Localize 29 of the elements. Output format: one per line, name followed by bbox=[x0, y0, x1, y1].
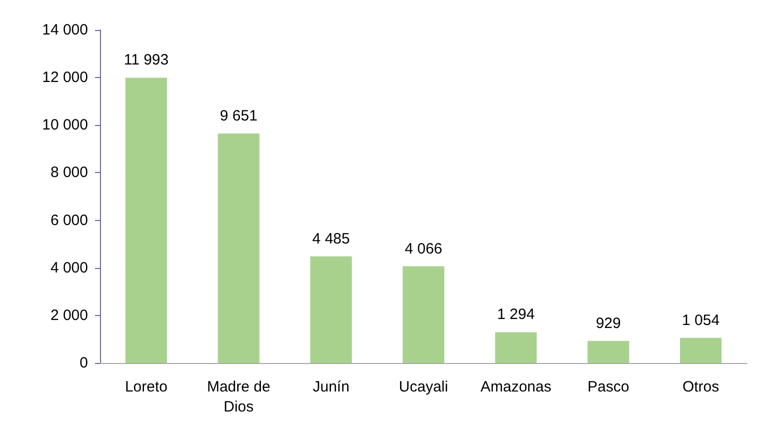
data-label: 1 054 bbox=[682, 312, 720, 329]
y-tick-label: 4 000 bbox=[50, 259, 88, 276]
y-tick-label: 12 000 bbox=[42, 69, 88, 86]
x-tick-label: Otros bbox=[682, 378, 720, 396]
x-tick-label: Pasco bbox=[588, 378, 630, 396]
bar bbox=[495, 332, 537, 363]
y-tick-label: 14 000 bbox=[42, 22, 88, 38]
y-tick-label: 8 000 bbox=[50, 164, 88, 182]
bar bbox=[402, 266, 444, 363]
y-tick-label: 2 000 bbox=[50, 306, 88, 324]
x-tick-label: Loreto bbox=[124, 378, 168, 396]
data-label: 929 bbox=[596, 314, 621, 332]
data-label: 4 485 bbox=[312, 230, 350, 248]
data-label: 1 294 bbox=[497, 306, 535, 324]
y-tick-label: 0 bbox=[80, 354, 88, 372]
bar bbox=[680, 338, 722, 363]
x-tick-label: Amazonas bbox=[480, 378, 552, 396]
x-tick-label: Junín bbox=[312, 378, 350, 396]
bar bbox=[125, 78, 168, 363]
x-tick-label: Ucayali bbox=[398, 378, 448, 396]
data-label: 4 066 bbox=[404, 240, 442, 258]
bar bbox=[218, 133, 260, 363]
bar bbox=[310, 256, 352, 363]
data-label: 9 651 bbox=[220, 107, 258, 124]
data-label: 11 993 bbox=[124, 52, 169, 69]
x-tick-label: Madre de Dios bbox=[206, 378, 270, 416]
y-tick-label: 6 000 bbox=[50, 212, 88, 229]
bar bbox=[588, 340, 630, 363]
y-tick-label: 10 000 bbox=[42, 116, 88, 134]
